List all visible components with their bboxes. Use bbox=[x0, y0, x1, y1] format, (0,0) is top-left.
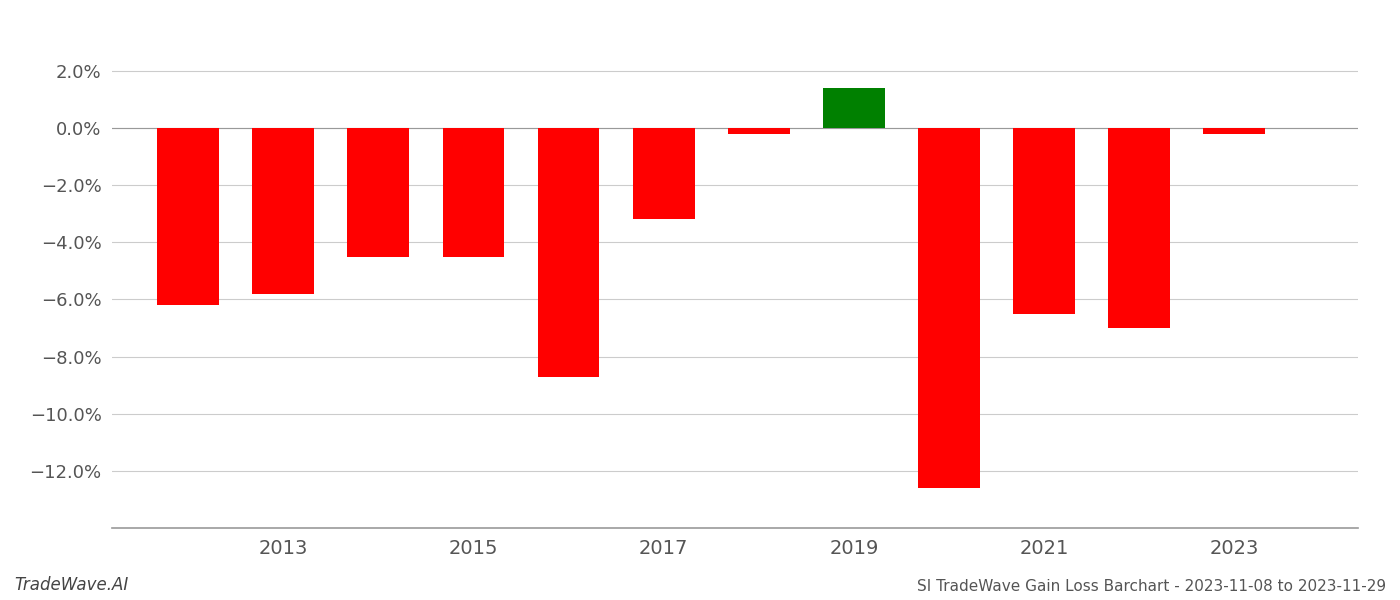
Bar bbox=[918, 128, 980, 488]
Bar bbox=[1204, 128, 1266, 134]
Bar bbox=[1109, 128, 1170, 328]
Bar bbox=[347, 128, 409, 257]
Text: SI TradeWave Gain Loss Barchart - 2023-11-08 to 2023-11-29: SI TradeWave Gain Loss Barchart - 2023-1… bbox=[917, 579, 1386, 594]
Bar bbox=[157, 128, 218, 305]
Bar bbox=[633, 128, 694, 220]
Bar bbox=[823, 88, 885, 128]
Bar bbox=[1014, 128, 1075, 314]
Bar bbox=[442, 128, 504, 257]
Bar bbox=[538, 128, 599, 377]
Bar bbox=[728, 128, 790, 134]
Bar bbox=[252, 128, 314, 294]
Text: TradeWave.AI: TradeWave.AI bbox=[14, 576, 129, 594]
